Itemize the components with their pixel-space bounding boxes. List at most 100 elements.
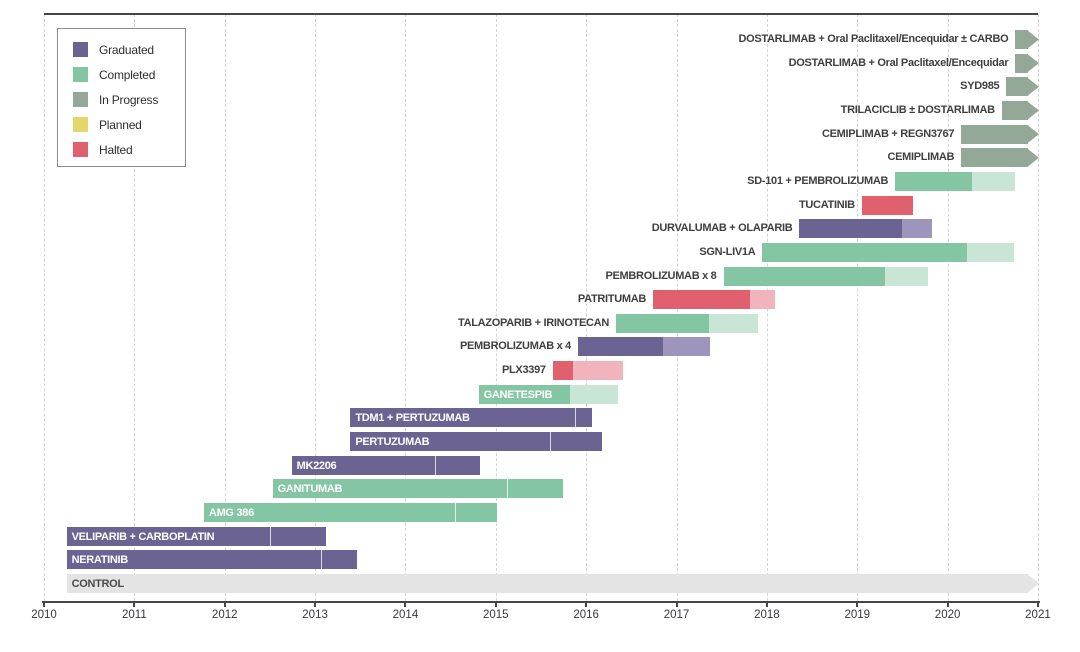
tick-2013 bbox=[314, 601, 317, 607]
bar-segment bbox=[723, 266, 886, 286]
row-label: SYD985 bbox=[960, 80, 1000, 93]
legend-swatch-icon bbox=[73, 142, 88, 157]
row-label: PERTUZUMAB bbox=[355, 436, 430, 449]
legend-item: Graduated bbox=[73, 37, 185, 62]
tick-2015 bbox=[494, 601, 497, 607]
gridline-2011 bbox=[134, 14, 136, 601]
bar-segment bbox=[1015, 53, 1028, 73]
row-label: TALAZOPARIB + IRINOTECAN bbox=[457, 316, 609, 329]
tick-label-2019: 2019 bbox=[844, 609, 871, 621]
gridline-2010 bbox=[44, 14, 45, 601]
bar-segment bbox=[350, 432, 550, 452]
row-label: CONTROL bbox=[71, 577, 125, 590]
bar-segment bbox=[895, 171, 972, 191]
legend-item: Completed bbox=[73, 62, 185, 87]
row-label: PEMBROLIZUMAB x 8 bbox=[605, 269, 717, 282]
bar-segment bbox=[203, 503, 456, 522]
tick-label-2013: 2013 bbox=[302, 609, 328, 621]
bar-segment bbox=[971, 171, 1016, 191]
plot-top-border bbox=[44, 13, 1038, 15]
bar-segment bbox=[762, 242, 968, 262]
tick-label-2011: 2011 bbox=[121, 609, 147, 621]
gridline-2020 bbox=[947, 14, 949, 601]
row-label: GANITUMAB bbox=[277, 483, 343, 496]
row-label: SD-101 + PEMBROLIZUMAB bbox=[747, 174, 889, 187]
tick-2020 bbox=[946, 601, 949, 607]
gridline-2019 bbox=[857, 14, 859, 601]
legend-swatch-icon bbox=[73, 117, 88, 132]
bar-segment bbox=[961, 148, 1028, 168]
gridline-2015 bbox=[495, 14, 497, 601]
legend-item: In Progress bbox=[73, 87, 185, 112]
tick-label-2015: 2015 bbox=[483, 609, 509, 621]
bar-segment bbox=[569, 384, 618, 404]
tick-2016 bbox=[585, 601, 588, 607]
legend-swatch-icon bbox=[73, 67, 88, 82]
bar-segment bbox=[967, 242, 1014, 262]
bar-segment bbox=[272, 479, 507, 499]
tick-label-2010: 2010 bbox=[31, 609, 57, 621]
gridline-2012 bbox=[224, 14, 226, 601]
tick-2011 bbox=[133, 601, 136, 607]
bar-segment bbox=[269, 526, 326, 546]
tick-label-2012: 2012 bbox=[211, 609, 238, 621]
gridline-2014 bbox=[405, 14, 407, 601]
bar-segment bbox=[653, 290, 750, 310]
bar-segment bbox=[662, 337, 710, 357]
bar-segment bbox=[435, 455, 480, 475]
x-axis-line bbox=[42, 601, 1040, 603]
bar-segment bbox=[455, 503, 497, 522]
bar-segment bbox=[478, 384, 570, 404]
bar-segment bbox=[66, 550, 322, 570]
tick-2019 bbox=[856, 601, 859, 607]
tick-label-2017: 2017 bbox=[663, 609, 690, 621]
tick-2018 bbox=[765, 601, 768, 607]
tick-label-2016: 2016 bbox=[573, 609, 599, 621]
row-label: MK2206 bbox=[296, 459, 337, 472]
row-label: CEMIPLIMAB bbox=[887, 151, 955, 164]
bar-segment bbox=[1015, 30, 1028, 49]
bar-segment bbox=[291, 455, 436, 475]
bar-segment bbox=[66, 573, 1028, 593]
bar-segment bbox=[749, 290, 775, 310]
legend-label: In Progress bbox=[99, 92, 159, 107]
legend-label: Halted bbox=[99, 142, 133, 157]
legend-swatch-icon bbox=[73, 92, 88, 107]
bar-segment bbox=[615, 313, 710, 333]
row-label: DOSTARLIMAB + Oral Paclitaxel/Encequidar bbox=[788, 56, 1009, 69]
legend-swatch-icon bbox=[73, 42, 88, 57]
legend-label: Planned bbox=[99, 117, 142, 132]
bar-segment bbox=[550, 432, 603, 452]
row-label: TRILACICLIB ± DOSTARLIMAB bbox=[840, 103, 995, 116]
row-label: NERATINIB bbox=[71, 554, 129, 567]
bar-segment bbox=[66, 526, 270, 546]
row-label: AMG 386 bbox=[208, 507, 254, 519]
bar-segment bbox=[321, 550, 357, 570]
bar-segment bbox=[506, 479, 563, 499]
bar-segment bbox=[578, 337, 663, 357]
bar-segment bbox=[961, 124, 1028, 144]
bar-segment bbox=[901, 219, 933, 239]
tick-2014 bbox=[404, 601, 407, 607]
row-label: VELIPARIB + CARBOPLATIN bbox=[71, 530, 215, 543]
tick-label-2014: 2014 bbox=[392, 609, 419, 621]
bar-segment bbox=[572, 361, 624, 381]
row-label: DOSTARLIMAB + Oral Paclitaxel/Encequidar… bbox=[738, 33, 1009, 45]
row-label: SGN-LIV1A bbox=[699, 245, 756, 258]
row-label: TUCATINIB bbox=[798, 198, 855, 211]
row-label: PEMBROLIZUMAB x 4 bbox=[459, 340, 572, 353]
row-label: CEMIPLIMAB + REGN3767 bbox=[821, 127, 955, 140]
tick-2010 bbox=[43, 601, 45, 607]
gridline-2013 bbox=[315, 14, 317, 601]
tick-2021 bbox=[1036, 601, 1039, 607]
tick-label-2020: 2020 bbox=[934, 609, 961, 621]
row-label: PATRITUMAB bbox=[577, 293, 647, 306]
row-label: PLX3397 bbox=[501, 364, 546, 377]
bar-segment bbox=[350, 408, 576, 428]
legend-label: Graduated bbox=[99, 42, 154, 57]
legend-item: Planned bbox=[73, 112, 185, 137]
tick-label-2021: 2021 bbox=[1025, 609, 1051, 621]
bar-segment bbox=[861, 195, 914, 215]
bar-segment bbox=[799, 219, 902, 239]
